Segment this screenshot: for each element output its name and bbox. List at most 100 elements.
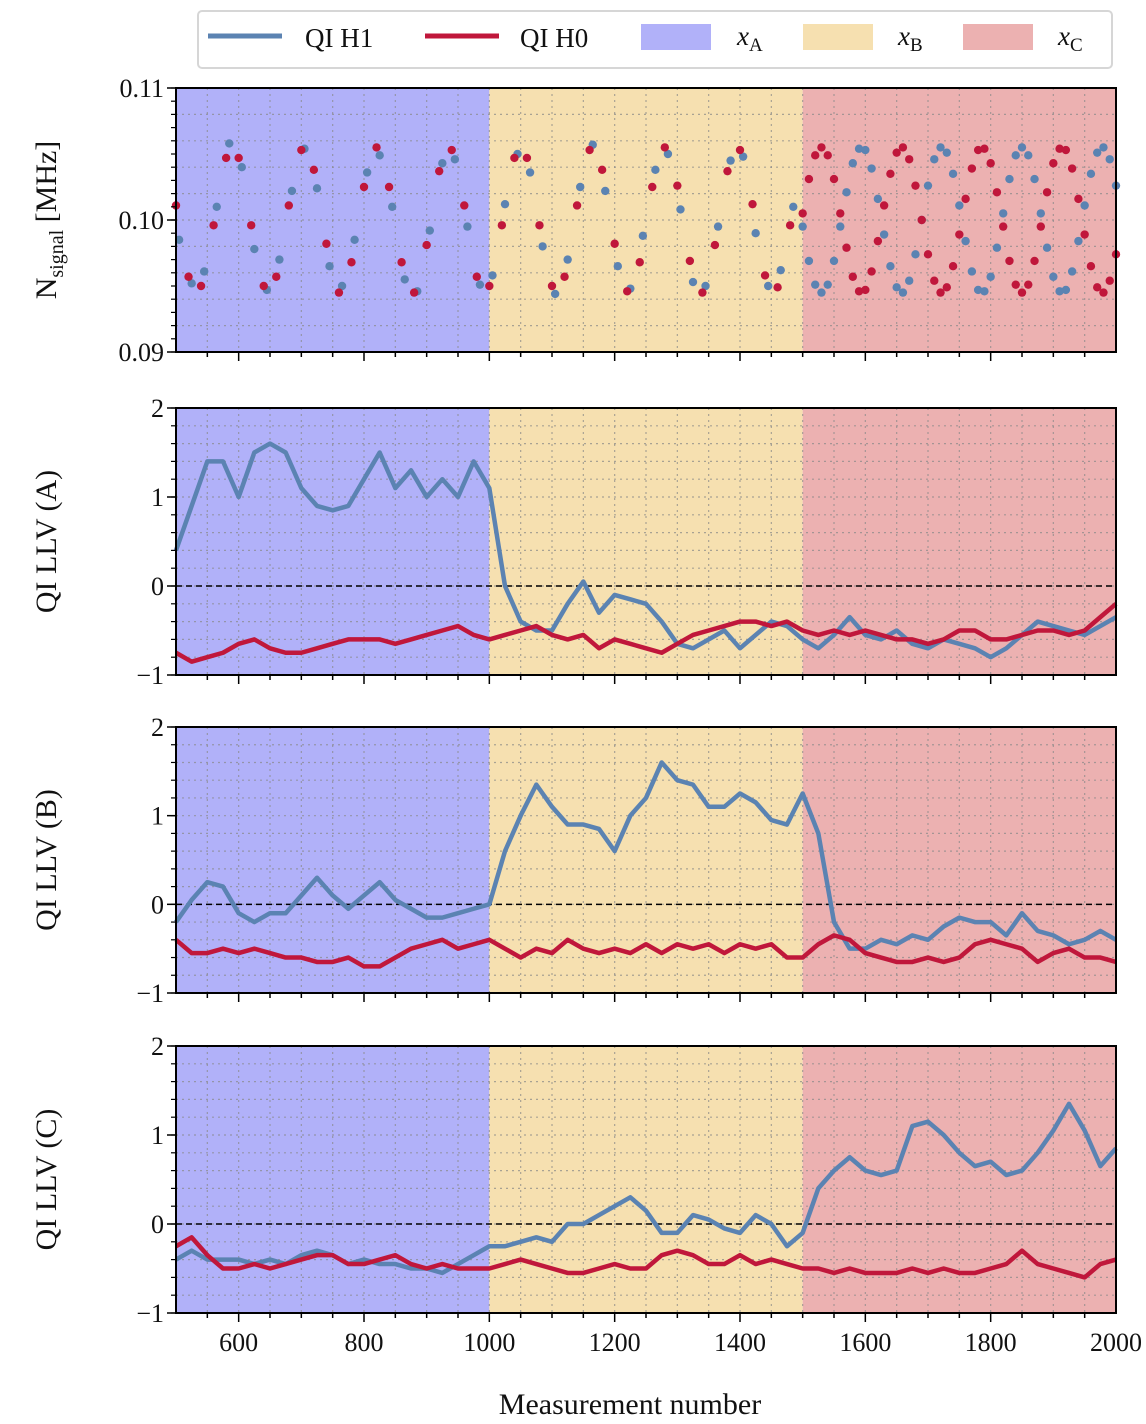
- y-tick-label: 0: [151, 1210, 164, 1239]
- legend-h0-label: QI H0: [520, 23, 588, 53]
- h0-point: [1005, 256, 1014, 266]
- h0-point: [811, 151, 820, 160]
- h0-point: [209, 221, 218, 230]
- h0-point: [992, 188, 1002, 197]
- h1-point: [980, 287, 989, 296]
- legend: QI H1 QI H0 xA xB xC: [197, 10, 1113, 69]
- x-tick-label: 1600: [839, 1328, 891, 1357]
- h0-point: [942, 283, 951, 292]
- h0-point: [535, 221, 544, 230]
- h1-point: [576, 182, 585, 192]
- h1-line: [174, 760, 1118, 951]
- y-tick-label: 1: [151, 1121, 164, 1150]
- h0-point: [1055, 144, 1064, 153]
- h1-point: [811, 280, 820, 289]
- legend-h1-label: QI H1: [305, 23, 373, 53]
- h1-point: [676, 205, 685, 214]
- legend-xb-label: xB: [897, 21, 923, 56]
- y-tick-label: 1: [151, 802, 164, 831]
- h0-point: [384, 182, 394, 192]
- h0-point: [892, 148, 901, 157]
- x-tick-label: 2000: [1090, 1328, 1142, 1357]
- h1-point: [1061, 285, 1071, 295]
- y-tick-label: 2: [151, 713, 164, 742]
- h0-point: [773, 283, 782, 292]
- h1-point: [751, 229, 760, 238]
- h0-point: [798, 209, 807, 218]
- h0-point: [898, 143, 908, 152]
- h1-point: [1017, 143, 1027, 152]
- h0-point: [804, 174, 814, 184]
- h0-point: [572, 201, 582, 210]
- h0-point: [1049, 159, 1058, 168]
- h0-point: [334, 288, 344, 297]
- h1-point: [1011, 151, 1020, 160]
- h1-point: [187, 279, 196, 288]
- h1-point: [764, 281, 773, 291]
- h0-point: [980, 144, 989, 153]
- h1-point: [948, 169, 958, 178]
- h1-point: [867, 164, 876, 173]
- h1-point: [829, 256, 839, 266]
- h0-point: [184, 272, 193, 281]
- h0-point: [1061, 145, 1071, 155]
- h0-point: [817, 143, 826, 152]
- h0-point: [698, 288, 707, 297]
- h1-point: [1055, 287, 1064, 296]
- h0-point: [854, 287, 864, 296]
- y-tick-label: 2: [151, 1032, 164, 1061]
- h1-point: [986, 272, 995, 281]
- h0-point: [930, 276, 939, 285]
- x-tick-label: 1000: [463, 1328, 515, 1357]
- h0-point: [760, 271, 770, 280]
- h0-point: [547, 281, 557, 291]
- y-tick-label: 0.11: [119, 74, 164, 103]
- h1-point: [601, 186, 610, 196]
- h0-point: [359, 182, 369, 192]
- h0-point: [648, 182, 657, 192]
- h0-point: [873, 236, 883, 246]
- h0-point: [829, 174, 839, 184]
- h1-point: [488, 271, 497, 280]
- h1-point: [804, 256, 814, 266]
- h0-point: [1080, 230, 1089, 239]
- h1-point: [726, 156, 735, 165]
- h1-point: [873, 194, 883, 204]
- y-tick-label: 2: [151, 394, 164, 423]
- h0-point: [748, 199, 757, 209]
- h0-point: [560, 272, 569, 281]
- h0-point: [234, 153, 243, 163]
- h0-line: [174, 1235, 1117, 1280]
- x-tick-label: 1200: [589, 1328, 641, 1357]
- h0-point: [1105, 276, 1114, 285]
- y-axis-label: QI LLV (B): [30, 789, 63, 931]
- h1-point: [337, 281, 347, 291]
- h0-point: [785, 221, 795, 230]
- h1-point: [688, 277, 698, 287]
- h0-point: [973, 145, 983, 155]
- h0-point: [1067, 164, 1077, 173]
- h0-point: [1011, 280, 1020, 289]
- h0-point: [221, 153, 231, 163]
- h1-point: [942, 148, 951, 157]
- h0-line: [174, 933, 1117, 969]
- h1-point: [842, 188, 851, 197]
- h1-point: [1049, 272, 1058, 281]
- h0-point: [911, 181, 920, 190]
- h0-point: [879, 201, 889, 210]
- h0-point: [685, 256, 695, 266]
- h1-point: [525, 168, 535, 177]
- h1-point: [930, 155, 939, 164]
- x-tick-label: 600: [219, 1328, 258, 1357]
- y-tick-label: −1: [136, 979, 164, 1008]
- x-tick-label: 800: [345, 1328, 384, 1357]
- h0-point: [986, 159, 995, 168]
- h1-point: [923, 181, 933, 190]
- h1-point: [823, 280, 832, 289]
- h0-line: [174, 602, 1118, 664]
- h1-point: [992, 243, 1002, 252]
- h0-point: [372, 143, 381, 152]
- h0-point: [710, 240, 720, 250]
- h0-point: [660, 143, 669, 152]
- h0-point: [967, 164, 977, 173]
